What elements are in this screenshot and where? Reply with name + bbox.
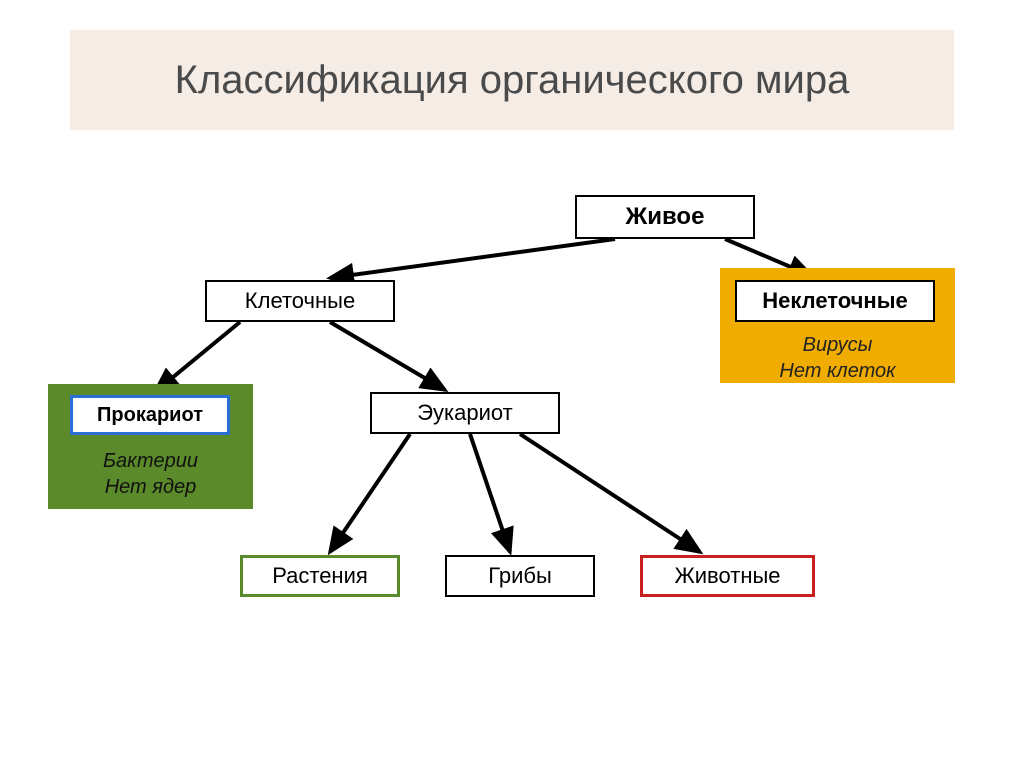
panel-line: Нет клеток bbox=[720, 358, 955, 384]
node-noncellular: Неклеточные bbox=[735, 280, 935, 322]
edge-2 bbox=[155, 322, 240, 392]
node-label: Эукариот bbox=[417, 400, 513, 426]
edge-4 bbox=[330, 434, 410, 552]
edge-3 bbox=[330, 322, 445, 390]
node-label: Живое bbox=[626, 203, 705, 231]
node-eukaryote: Эукариот bbox=[370, 392, 560, 434]
page-title-band: Классификация органического мира bbox=[70, 30, 954, 130]
page-title: Классификация органического мира bbox=[175, 58, 850, 102]
node-label: Животные bbox=[674, 563, 780, 589]
edge-5 bbox=[470, 434, 510, 552]
edge-6 bbox=[520, 434, 700, 552]
node-animals: Животные bbox=[640, 555, 815, 597]
node-label: Растения bbox=[272, 563, 368, 589]
node-label: Клеточные bbox=[245, 288, 355, 314]
panel-line: Бактерии bbox=[48, 448, 253, 474]
panel-line: Вирусы bbox=[720, 332, 955, 358]
node-fungi: Грибы bbox=[445, 555, 595, 597]
node-living: Живое bbox=[575, 195, 755, 239]
node-plants: Растения bbox=[240, 555, 400, 597]
node-label: Грибы bbox=[488, 563, 552, 589]
edge-0 bbox=[330, 239, 615, 278]
node-prokaryote: Прокариот bbox=[70, 395, 230, 435]
node-label: Прокариот bbox=[97, 404, 203, 427]
node-cellular: Клеточные bbox=[205, 280, 395, 322]
panel-line: Нет ядер bbox=[48, 474, 253, 500]
node-label: Неклеточные bbox=[762, 288, 908, 314]
